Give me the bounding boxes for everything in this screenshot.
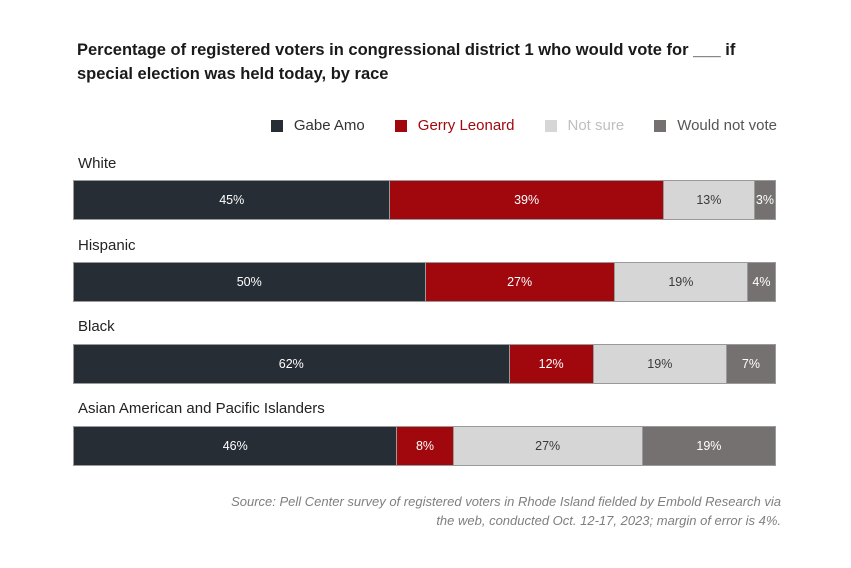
category-label-hispanic: Hispanic <box>78 237 136 254</box>
bar-segment-gabe-amo: 50% <box>74 263 425 301</box>
category-label-white: White <box>78 155 117 172</box>
legend-swatch <box>394 119 407 132</box>
source-note: Source: Pell Center survey of registered… <box>231 494 781 528</box>
chart-title: Percentage of registered voters in congr… <box>77 41 736 83</box>
bar-row-aapi: 46% 8% 27% 19% <box>73 426 776 466</box>
bar-segment-gerry-leonard: 39% <box>389 181 663 219</box>
category-label-black: Black <box>78 318 115 335</box>
bar-segment-gabe-amo: 45% <box>74 181 390 219</box>
bar-segment-gerry-leonard: 27% <box>424 263 614 301</box>
bar-segment-not-sure: 13% <box>662 181 754 219</box>
legend-swatch <box>654 119 667 132</box>
legend-label: Gerry Leonard <box>417 117 515 134</box>
bar-row-hispanic: 50% 27% 19% 4% <box>73 262 776 302</box>
category-label-aapi: Asian American and Pacific Islanders <box>78 400 325 417</box>
bar-segment-would-not-vote: 4% <box>746 263 775 301</box>
bar-segment-not-sure: 27% <box>452 427 642 465</box>
legend-label: Not sure <box>567 117 625 134</box>
bar-segment-would-not-vote: 3% <box>753 181 775 219</box>
bar-row-black: 62% 12% 19% 7% <box>73 344 776 384</box>
legend-item-not-sure: Not sure <box>544 117 625 134</box>
bar-segment-gabe-amo: 46% <box>74 427 397 465</box>
legend-label: Would not vote <box>677 117 777 134</box>
bar-segment-gerry-leonard: 12% <box>508 345 593 383</box>
bar-row-white: 45% 39% 13% 3% <box>73 180 776 220</box>
legend-label: Gabe Amo <box>293 117 365 134</box>
legend-item-gerry-leonard: Gerry Leonard <box>394 117 515 134</box>
bar-segment-not-sure: 19% <box>613 263 747 301</box>
legend-item-would-not-vote: Would not vote <box>654 117 777 134</box>
legend-swatch <box>270 119 283 132</box>
bar-segment-gerry-leonard: 8% <box>396 427 453 465</box>
bar-segment-would-not-vote: 19% <box>641 427 775 465</box>
legend: Gabe Amo Gerry Leonard Not sure Would no… <box>270 117 777 134</box>
bar-segment-gabe-amo: 62% <box>74 345 509 383</box>
legend-swatch <box>544 119 557 132</box>
bar-segment-not-sure: 19% <box>592 345 726 383</box>
legend-item-gabe-amo: Gabe Amo <box>270 117 365 134</box>
bar-segment-would-not-vote: 7% <box>725 345 775 383</box>
